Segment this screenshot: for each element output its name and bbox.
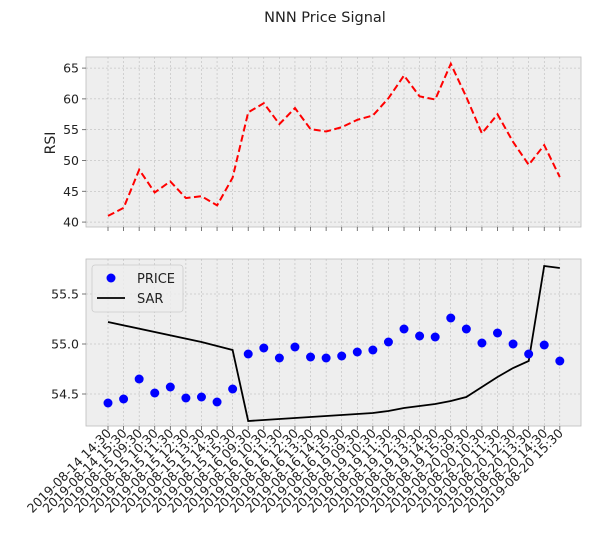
y-tick-label: 55.0: [51, 337, 79, 352]
price-series-points: [103, 313, 565, 408]
price-point: [103, 398, 113, 408]
y-tick-label: 60: [63, 91, 79, 106]
legend-price-marker: [106, 273, 116, 283]
price-gridlines: [86, 259, 581, 426]
price-point: [196, 392, 206, 402]
price-panel: 54.5 55.0 55.5 2019-08-14 14:302019-08-14 …: [24, 258, 582, 516]
chart-title: NNN Price Signal: [264, 10, 386, 26]
y-tick-label: 65: [63, 61, 79, 76]
sar-series-line: [107, 264, 560, 422]
rsi-gridlines: [86, 57, 581, 227]
price-point: [524, 349, 534, 359]
rsi-panel: 40 45 50 55 60 65 RSI: [43, 56, 582, 231]
y-tick-label: 50: [63, 153, 79, 168]
price-point: [415, 331, 425, 341]
rsi-x-ticks: [107, 227, 561, 231]
price-point: [555, 356, 565, 366]
price-point: [461, 324, 471, 334]
price-point: [508, 339, 518, 349]
rsi-series-line: [107, 61, 561, 217]
price-point: [165, 382, 175, 392]
legend-sar-label: SAR: [137, 292, 163, 307]
price-point: [274, 353, 284, 363]
price-point: [134, 374, 144, 384]
price-point: [212, 397, 222, 407]
y-tick-label: 55: [63, 122, 79, 137]
y-tick-label: 55.5: [51, 287, 79, 302]
price-point: [243, 349, 253, 359]
y-tick-label: 54.5: [51, 387, 79, 402]
price-point: [368, 345, 378, 355]
price-point: [181, 393, 191, 403]
price-point: [306, 352, 316, 362]
price-point: [539, 340, 549, 350]
price-point: [477, 338, 487, 348]
price-point: [119, 394, 129, 404]
price-point: [290, 342, 300, 352]
price-point: [150, 388, 160, 398]
legend: PRICE SAR: [91, 264, 184, 313]
price-point: [493, 328, 502, 338]
price-point: [399, 324, 409, 334]
y-tick-label: 45: [63, 184, 79, 199]
price-point: [430, 332, 440, 342]
rsi-axis-label: RSI: [43, 132, 59, 155]
price-point: [259, 343, 269, 353]
legend-price-label: PRICE: [137, 272, 175, 287]
price-y-axis: 54.5 55.0 55.5: [51, 287, 86, 402]
price-point: [446, 313, 456, 323]
y-tick-label: 40: [63, 215, 79, 230]
price-point: [337, 351, 347, 361]
price-point: [352, 347, 362, 357]
rsi-plot-area: [85, 56, 582, 228]
price-point: [228, 384, 238, 394]
rsi-y-axis: 40 45 50 55 60 65: [63, 61, 86, 230]
price-point: [321, 353, 331, 363]
price-point: [383, 337, 393, 347]
